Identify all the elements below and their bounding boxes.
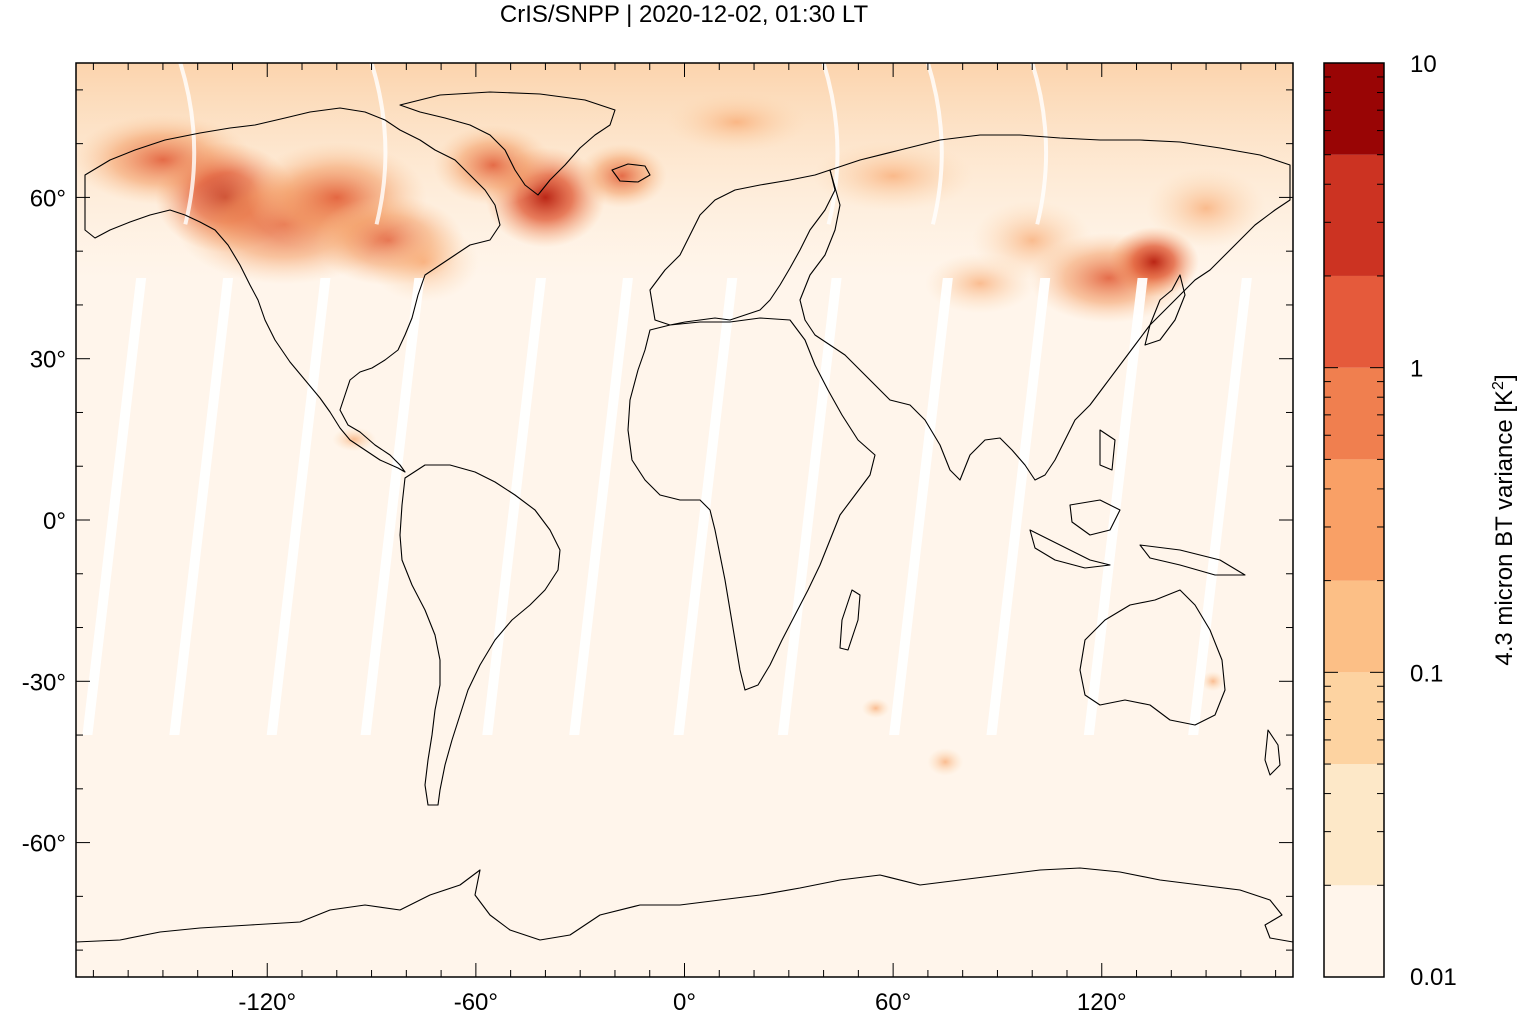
variance-patch bbox=[1201, 671, 1226, 692]
swath-gap bbox=[266, 278, 331, 736]
colorbar-level bbox=[1324, 459, 1384, 581]
swath-gap-arc bbox=[925, 63, 944, 225]
colorbar-tick-label: 0.01 bbox=[1410, 964, 1457, 991]
colorbar-title-main: 4.3 micron BT variance [K bbox=[1491, 390, 1518, 666]
colorbar-level bbox=[1324, 275, 1384, 368]
colorbar-level bbox=[1324, 764, 1384, 886]
y-tick-label: 30° bbox=[30, 347, 66, 374]
swath-gap bbox=[777, 278, 842, 736]
y-tick-label: 0° bbox=[43, 508, 66, 535]
swath-gap bbox=[360, 278, 425, 736]
colorbar-ticks bbox=[1324, 76, 1384, 978]
colorbar-tick-label: 10 bbox=[1410, 51, 1437, 78]
colorbar-level bbox=[1324, 672, 1384, 765]
axis-ticks bbox=[76, 63, 1293, 977]
swath-gap-arc bbox=[178, 63, 197, 225]
variance-patch bbox=[666, 92, 807, 153]
coastline-new-zealand bbox=[1264, 729, 1281, 776]
chart-title: CrIS/SNPP | 2020-12-02, 01:30 LT bbox=[500, 1, 869, 28]
colorbar-title: 4.3 micron BT variance [K2] bbox=[1490, 374, 1518, 665]
coastline-australia bbox=[1079, 589, 1226, 726]
colorbar: 10 1 0.1 0.01 4.3 micron BT variance [K2… bbox=[1323, 51, 1518, 991]
x-tick-label: -120° bbox=[238, 989, 296, 1016]
variance-patch bbox=[927, 747, 964, 776]
colorbar-level bbox=[1324, 367, 1384, 460]
x-tick-label: 120° bbox=[1077, 989, 1127, 1016]
colorbar-level bbox=[1324, 63, 1384, 155]
colorbar-level bbox=[1324, 580, 1384, 673]
coastline-madagascar bbox=[839, 589, 861, 651]
coastline-europe-africa bbox=[627, 169, 876, 691]
x-axis: -120° -60° 0° 60° 120° bbox=[238, 989, 1126, 1016]
x-tick-label: 60° bbox=[875, 989, 911, 1016]
variance-patch bbox=[332, 427, 377, 452]
variance-patch bbox=[576, 143, 667, 208]
y-tick-label: 60° bbox=[30, 185, 66, 212]
y-axis: 60° 30° 0° -30° -60° bbox=[22, 185, 66, 857]
coastline-asia bbox=[799, 134, 1291, 481]
swath-gaps bbox=[82, 63, 1252, 736]
x-tick-label: 0° bbox=[673, 989, 696, 1016]
swath-gap bbox=[169, 278, 234, 736]
variance-patch bbox=[368, 221, 479, 302]
colorbar-frame bbox=[1323, 62, 1385, 978]
colorbar-level bbox=[1324, 154, 1384, 276]
swath-gap-arc bbox=[369, 63, 388, 225]
colorbar-title-end: ] bbox=[1491, 374, 1518, 381]
colorbar-tick-label: 0.1 bbox=[1410, 660, 1443, 687]
swath-gap bbox=[889, 278, 953, 736]
swath-gap-arc bbox=[1030, 63, 1049, 225]
coastline-greenland bbox=[399, 91, 616, 196]
coastline-indonesia bbox=[1029, 429, 1246, 576]
variance-patch bbox=[1146, 168, 1267, 249]
colorbar-levels bbox=[1324, 63, 1384, 977]
colorbar-level bbox=[1324, 885, 1384, 977]
x-tick-label: -60° bbox=[454, 989, 498, 1016]
swath-gap bbox=[82, 278, 147, 736]
variance-patch bbox=[433, 125, 554, 206]
plot-area bbox=[76, 63, 1293, 977]
swath-gap bbox=[482, 278, 547, 736]
y-tick-label: -60° bbox=[22, 831, 66, 858]
colorbar-title-sup: 2 bbox=[1490, 381, 1507, 390]
variance-patch bbox=[1108, 226, 1199, 297]
coastline-north-america bbox=[84, 107, 501, 473]
variance-patch bbox=[813, 140, 974, 211]
coastline-japan bbox=[1144, 274, 1186, 346]
coastline-south-america bbox=[399, 464, 561, 806]
colorbar-tick-label: 1 bbox=[1410, 356, 1423, 383]
coastline-antarctica bbox=[76, 867, 1293, 943]
swath-gap bbox=[673, 278, 738, 736]
swath-gap-arc bbox=[821, 63, 840, 225]
coastline-iceland bbox=[611, 163, 651, 183]
swath-gap bbox=[569, 278, 633, 736]
variance-field bbox=[76, 63, 1293, 776]
y-tick-label: -30° bbox=[22, 669, 66, 696]
variance-patch bbox=[861, 698, 890, 719]
swath-gap bbox=[1083, 278, 1148, 736]
swath-gap bbox=[986, 278, 1051, 736]
coastlines bbox=[76, 91, 1293, 943]
